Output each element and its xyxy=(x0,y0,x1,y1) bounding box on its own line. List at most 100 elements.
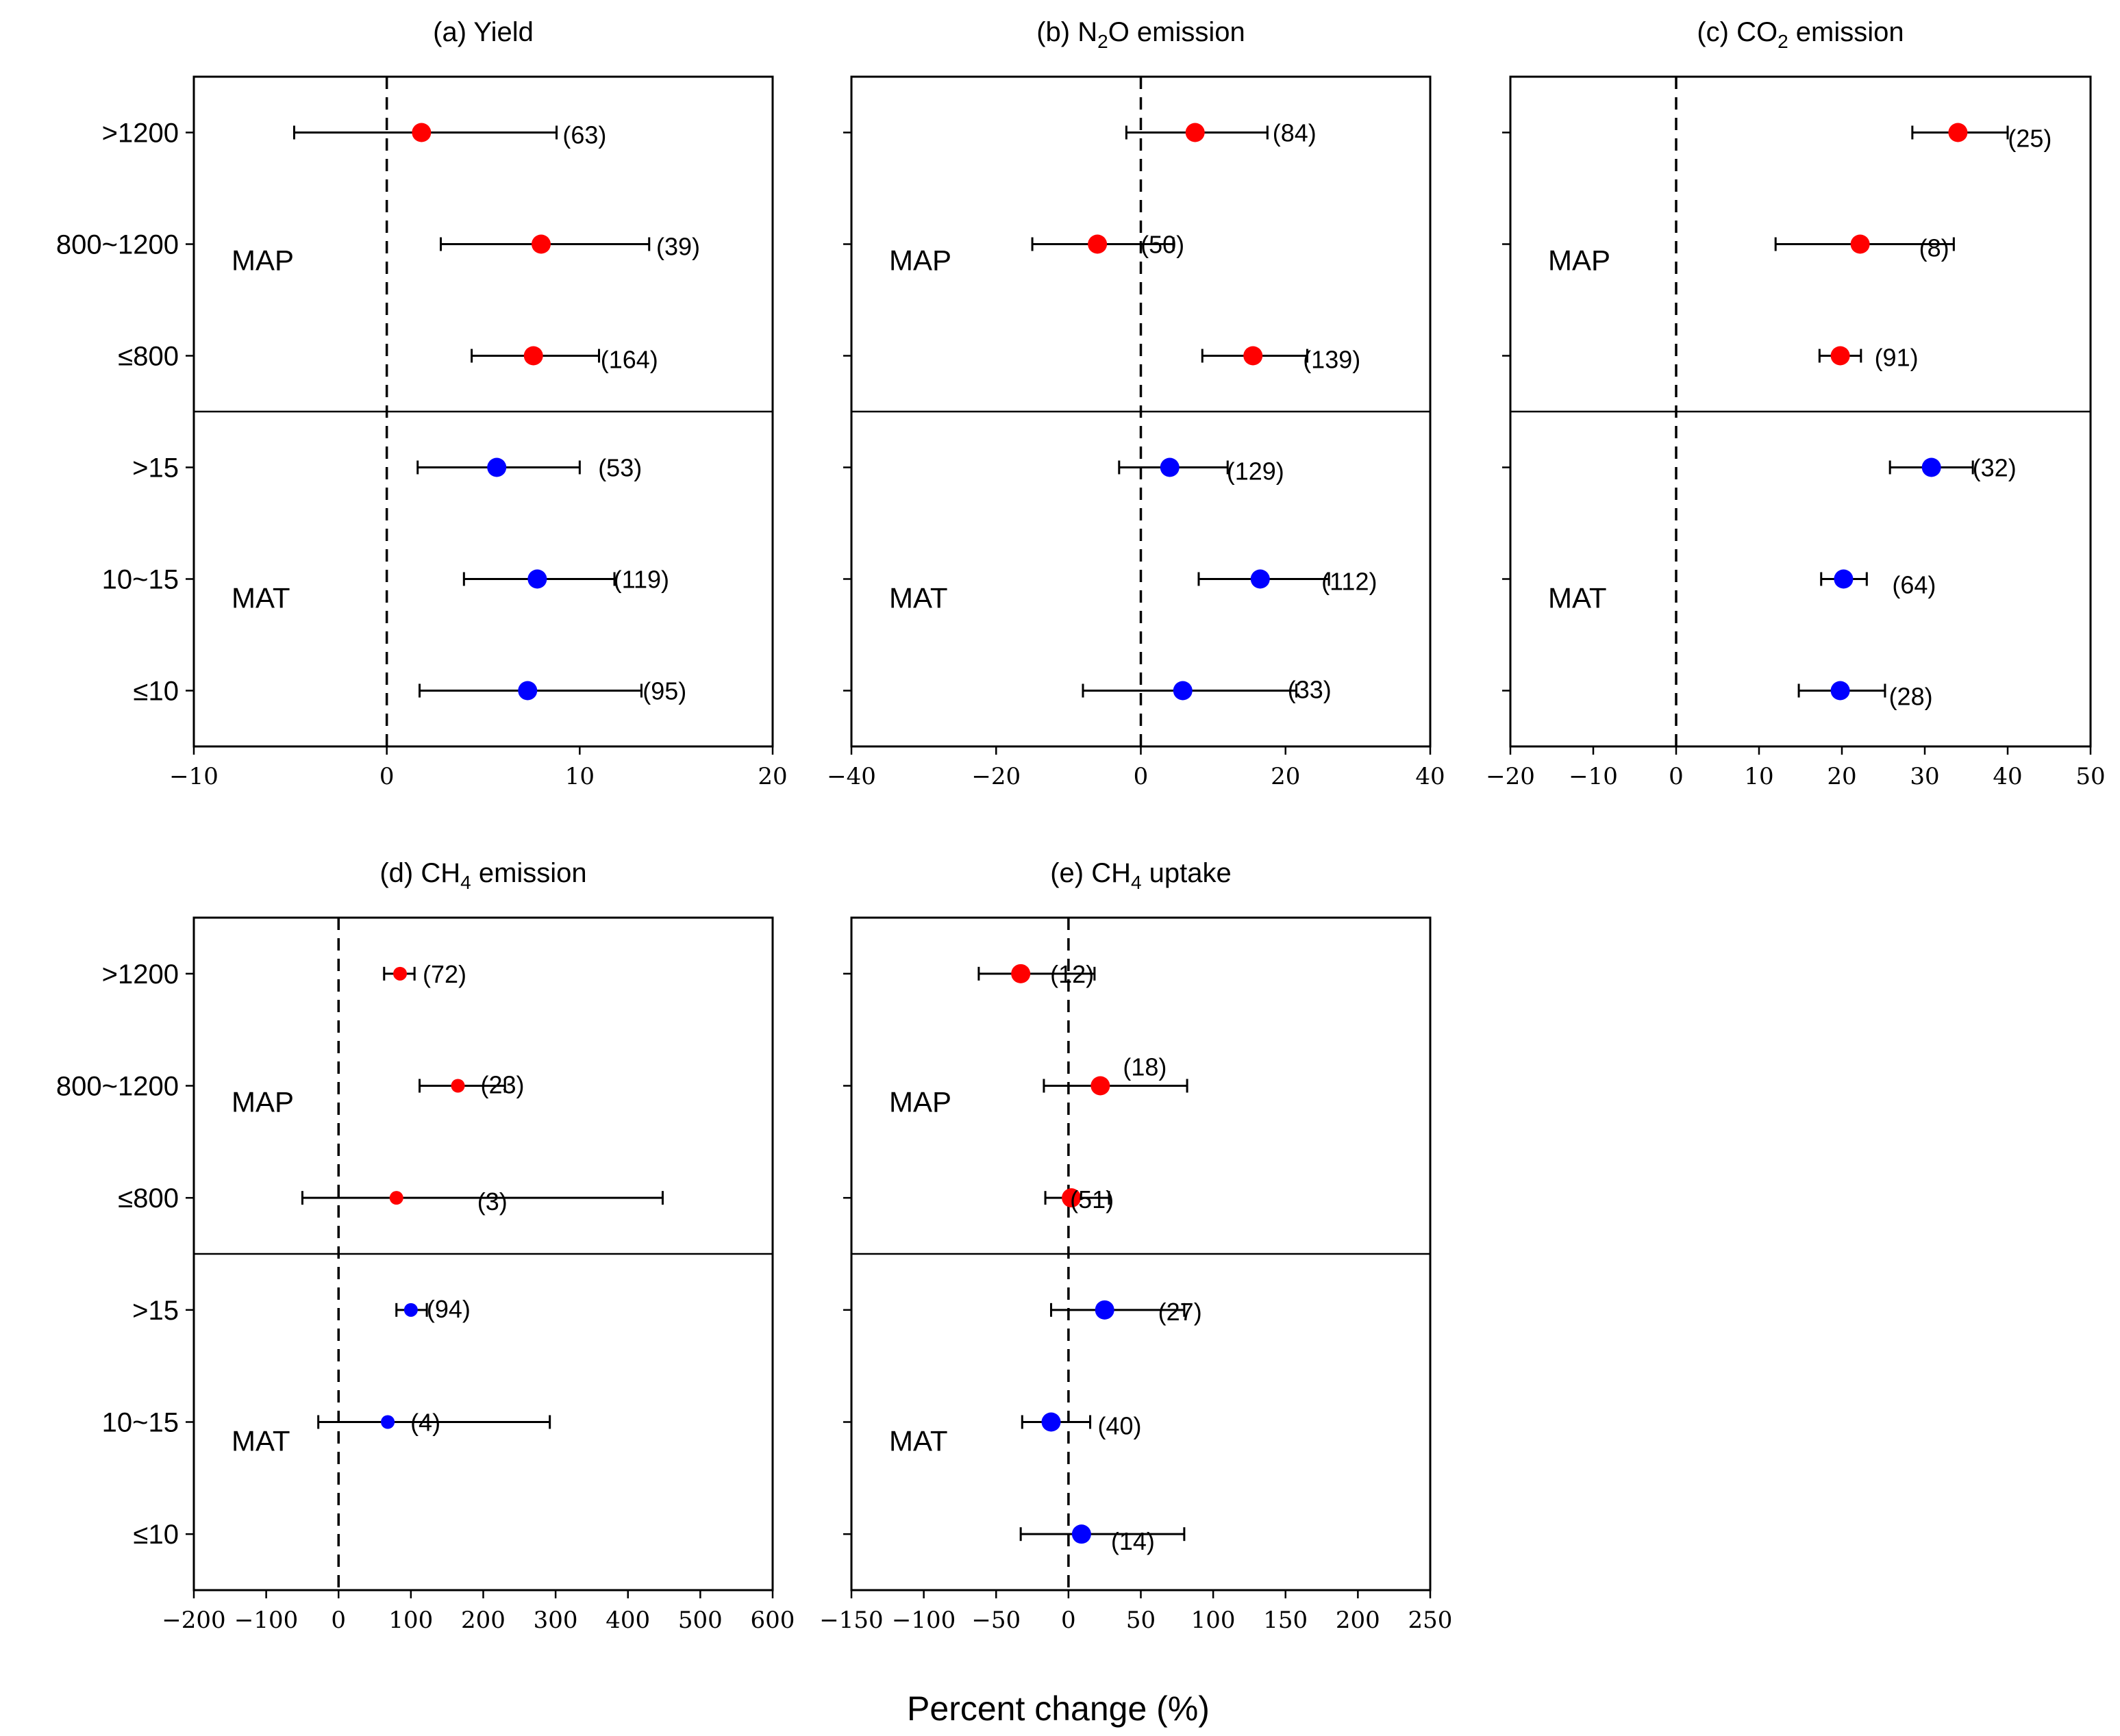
mean-point xyxy=(1173,681,1193,701)
x-axis-label: Percent change (%) xyxy=(907,1689,1210,1728)
panel-title-suffix: emission xyxy=(471,858,587,888)
x-tick-label: 400 xyxy=(606,1607,650,1634)
x-tick-label: 30 xyxy=(1910,763,1939,790)
sample-count-label: (18) xyxy=(1123,1053,1167,1081)
panel-title-subscript: 4 xyxy=(460,872,471,893)
sample-count-label: (4) xyxy=(410,1409,440,1437)
sample-count-label: (50) xyxy=(1140,231,1184,259)
y-tick-label: >15 xyxy=(132,1296,179,1326)
x-tick-label: −100 xyxy=(892,1607,956,1634)
x-tick-label: 20 xyxy=(1271,763,1300,790)
x-tick-label: 150 xyxy=(1263,1607,1308,1634)
panel-title-suffix: uptake xyxy=(1142,858,1232,888)
x-tick-label: 200 xyxy=(461,1607,506,1634)
panel-title-main: (c) CO xyxy=(1697,17,1778,47)
mean-point xyxy=(1851,235,1870,254)
sample-count-label: (40) xyxy=(1098,1412,1142,1440)
sample-count-label: (25) xyxy=(2008,125,2052,153)
mean-point xyxy=(518,681,537,701)
x-tick-label: 250 xyxy=(1408,1607,1453,1634)
group-label-mat: MAT xyxy=(889,582,948,614)
x-tick-label: 300 xyxy=(534,1607,578,1634)
group-label-map: MAP xyxy=(232,1086,294,1118)
panel-title-main: (a) Yield xyxy=(433,17,534,47)
x-tick-label: 0 xyxy=(331,1607,346,1634)
sample-count-label: (53) xyxy=(598,454,642,482)
x-tick-label: 100 xyxy=(388,1607,433,1634)
y-tick-label: ≤800 xyxy=(118,1183,179,1213)
mean-point xyxy=(1088,235,1107,254)
y-tick-label: >15 xyxy=(132,453,179,483)
x-tick-label: 10 xyxy=(565,763,595,790)
sample-count-label: (12) xyxy=(1050,960,1094,988)
mean-point xyxy=(1072,1524,1091,1544)
mean-point xyxy=(390,1191,403,1205)
group-label-map: MAP xyxy=(889,244,951,277)
panel-b: −40 −20 0 20 40 MAP MAT (b) N2O emission (84) (50… xyxy=(827,17,1445,790)
x-tick-label: −20 xyxy=(971,763,1021,790)
y-tick-label: 800~1200 xyxy=(56,1072,179,1102)
x-tick-label: 50 xyxy=(1126,1607,1156,1634)
y-tick-label: >1200 xyxy=(102,118,179,149)
mean-point xyxy=(527,570,547,589)
group-label-map: MAP xyxy=(1548,244,1610,277)
mean-point xyxy=(1042,1413,1061,1432)
mean-point xyxy=(532,235,551,254)
group-label-mat: MAT xyxy=(1548,582,1607,614)
panel-title-suffix: emission xyxy=(1788,17,1904,47)
sample-count-label: (51) xyxy=(1070,1185,1114,1213)
y-tick-label: 800~1200 xyxy=(56,230,179,260)
mean-point xyxy=(1831,347,1850,366)
panel-title-main: (d) CH xyxy=(379,858,460,888)
x-tick-label: −100 xyxy=(234,1607,298,1634)
mean-point xyxy=(1011,964,1030,983)
mean-point xyxy=(404,1303,418,1317)
x-tick-label: 40 xyxy=(1415,763,1445,790)
sample-count-label: (27) xyxy=(1158,1298,1202,1326)
panel-title-subscript: 2 xyxy=(1778,31,1788,52)
x-tick-label: 0 xyxy=(1061,1607,1076,1634)
panel-e: −150 −100 −50 0 50 100 150 200 250 MAP MAT (e) CH4 … xyxy=(819,858,1452,1634)
panel-title-subscript: 4 xyxy=(1131,872,1142,893)
sample-count-label: (139) xyxy=(1303,346,1360,374)
panel-title: (d) CH4 emission xyxy=(379,858,586,893)
x-tick-label: −40 xyxy=(827,763,876,790)
sample-count-label: (164) xyxy=(601,346,658,374)
sample-count-label: (119) xyxy=(614,566,669,594)
sample-count-label: (91) xyxy=(1875,344,1919,372)
x-tick-label: 10 xyxy=(1744,763,1773,790)
mean-point xyxy=(412,123,431,142)
mean-point xyxy=(1160,458,1180,477)
mean-point xyxy=(451,1079,465,1093)
x-tick-label: 100 xyxy=(1191,1607,1236,1634)
sample-count-label: (95) xyxy=(643,677,686,705)
panel-title-main: (b) N xyxy=(1036,17,1097,47)
panel-a: >1200 800~1200 ≤800 >15 10~15 ≤10 −10 0 10 20 MAP M… xyxy=(56,17,788,790)
y-tick-label: >1200 xyxy=(102,959,179,990)
x-tick-label: 0 xyxy=(1134,763,1149,790)
x-tick-label: −10 xyxy=(169,763,219,790)
sample-count-label: (32) xyxy=(1973,454,2017,482)
x-tick-label: −200 xyxy=(162,1607,225,1634)
x-tick-label: −20 xyxy=(1486,763,1535,790)
group-label-map: MAP xyxy=(889,1086,951,1118)
mean-point xyxy=(381,1416,395,1429)
x-tick-label: 50 xyxy=(2075,763,2105,790)
x-tick-label: 0 xyxy=(379,763,395,790)
sample-count-label: (84) xyxy=(1273,119,1317,147)
x-tick-label: 600 xyxy=(751,1607,795,1634)
mean-point xyxy=(1186,123,1205,142)
mean-point xyxy=(1251,570,1270,589)
mean-point xyxy=(1834,570,1853,589)
x-tick-label: −150 xyxy=(819,1607,883,1634)
x-tick-label: 0 xyxy=(1669,763,1684,790)
y-tick-label: ≤800 xyxy=(118,342,179,372)
sample-count-label: (28) xyxy=(1889,683,1933,711)
sample-count-label: (23) xyxy=(481,1071,525,1099)
mean-point xyxy=(1090,1077,1110,1096)
y-tick-label: 10~15 xyxy=(102,1408,179,1438)
group-label-mat: MAT xyxy=(889,1425,948,1457)
mean-point xyxy=(1831,681,1850,701)
sample-count-label: (8) xyxy=(1919,234,1949,262)
